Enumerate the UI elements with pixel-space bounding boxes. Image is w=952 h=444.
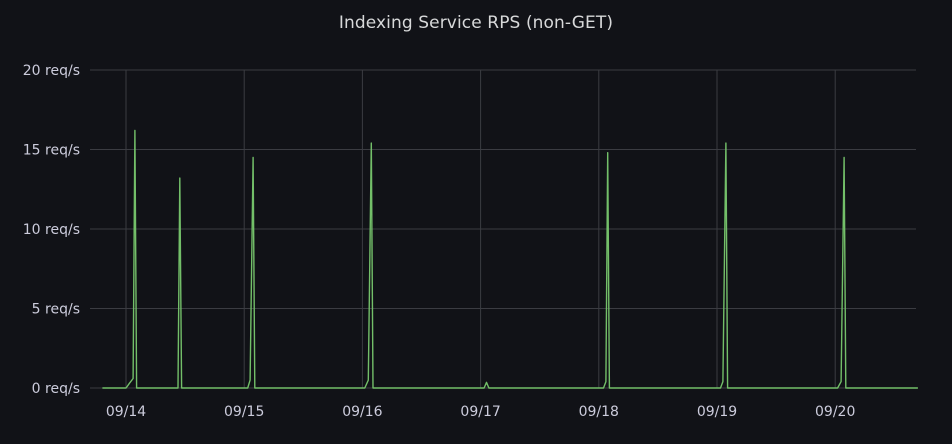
x-tick-label: 09/14 bbox=[106, 404, 146, 420]
data-point bbox=[372, 387, 373, 388]
data-point bbox=[134, 130, 135, 131]
x-tick-label: 09/19 bbox=[697, 404, 737, 420]
data-point bbox=[125, 387, 126, 388]
data-point bbox=[486, 382, 487, 383]
y-tick-label: 5 req/s bbox=[32, 302, 80, 318]
y-tick-label: 15 req/s bbox=[23, 143, 80, 159]
panel-title[interactable]: Indexing Service RPS (non-GET) bbox=[338, 13, 614, 33]
data-point bbox=[133, 378, 134, 379]
data-point bbox=[129, 383, 130, 384]
data-point bbox=[841, 381, 842, 382]
data-point bbox=[254, 387, 255, 388]
data-point bbox=[102, 387, 103, 388]
data-point bbox=[364, 387, 365, 388]
data-point bbox=[371, 143, 372, 144]
series-layer bbox=[102, 129, 918, 389]
x-axis-labels: 09/14 09/15 09/16 09/17 09/18 09/19 09/20 bbox=[106, 404, 856, 420]
data-point bbox=[837, 387, 838, 388]
data-point bbox=[181, 387, 182, 388]
x-tick-label: 09/15 bbox=[224, 404, 264, 420]
data-point bbox=[720, 387, 721, 388]
data-point bbox=[177, 387, 178, 388]
data-point bbox=[368, 380, 369, 381]
y-tick-label: 0 req/s bbox=[32, 381, 80, 397]
data-point bbox=[607, 152, 608, 153]
series-line bbox=[102, 129, 918, 389]
data-point bbox=[844, 157, 845, 158]
data-point bbox=[917, 387, 918, 388]
data-point bbox=[247, 387, 248, 388]
data-point bbox=[609, 387, 610, 388]
x-tick-label: 09/16 bbox=[342, 404, 382, 420]
data-point bbox=[603, 387, 604, 388]
data-point bbox=[722, 381, 723, 382]
x-tick-label: 09/20 bbox=[815, 404, 855, 420]
x-tick-label: 09/18 bbox=[579, 404, 619, 420]
data-point bbox=[484, 387, 485, 388]
y-tick-label: 20 req/s bbox=[23, 63, 80, 79]
data-point bbox=[253, 157, 254, 158]
data-point bbox=[605, 381, 606, 382]
data-point bbox=[179, 178, 180, 179]
y-tick-label: 10 req/s bbox=[23, 222, 80, 238]
data-point bbox=[727, 387, 728, 388]
data-point bbox=[250, 380, 251, 381]
y-axis-labels: 0 req/s 5 req/s 10 req/s 15 req/s 20 req/s bbox=[23, 63, 80, 397]
data-point bbox=[136, 387, 137, 388]
x-tick-label: 09/17 bbox=[460, 404, 500, 420]
data-point bbox=[725, 143, 726, 144]
data-point bbox=[488, 387, 489, 388]
grid-lines bbox=[90, 69, 916, 389]
data-point bbox=[845, 387, 846, 388]
